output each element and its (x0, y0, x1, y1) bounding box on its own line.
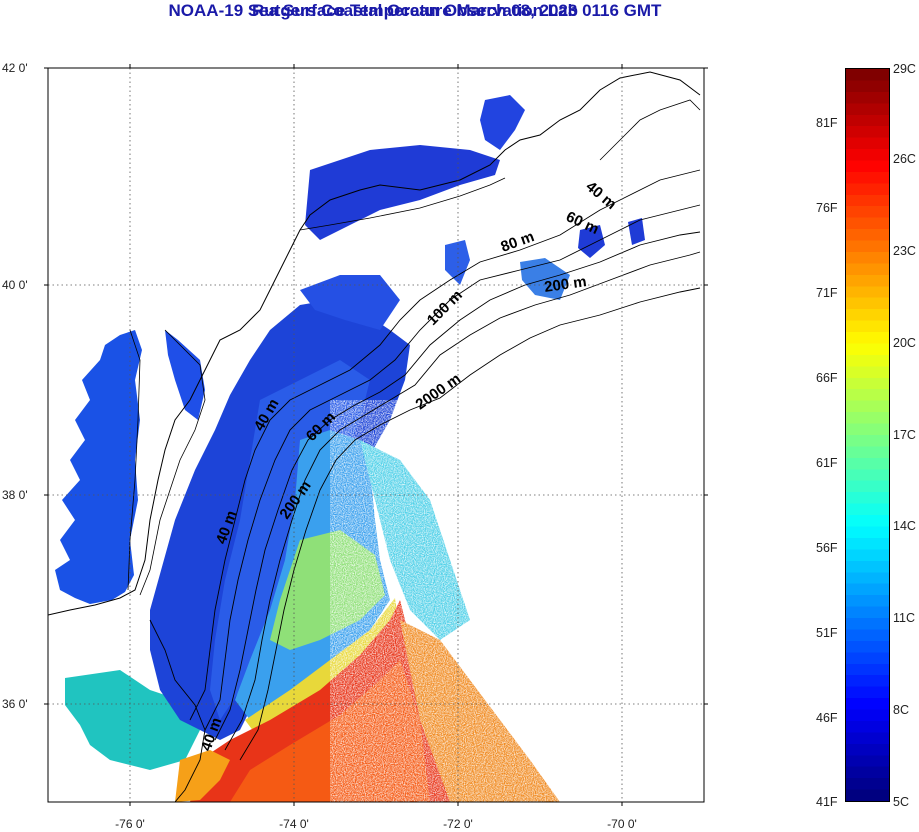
colorbar-label-46f: 46F (816, 711, 838, 725)
colorbar-label-66f: 66F (816, 371, 838, 385)
chesapeake-outline (127, 329, 141, 591)
colorbar-label-51f: 51F (816, 626, 838, 640)
lat-label-42: 42 0' (2, 61, 28, 75)
colorbar-label-76f: 76F (816, 201, 838, 215)
colorbar-label-26c: 26C (893, 152, 916, 166)
cape-cod-outline (599, 99, 701, 161)
chesapeake-bay (55, 330, 142, 604)
bathymetry-contours (189, 169, 701, 761)
colorbar-label-56f: 56F (816, 541, 838, 555)
temperature-colorbar (845, 68, 890, 802)
map-title: NOAA-19 Sea Surface Temperature March 08… (168, 1, 662, 20)
lat-label-36: 36 0' (2, 697, 28, 711)
lat-label-40: 40 0' (2, 278, 28, 292)
lon-label-76: -76 0' (115, 817, 145, 831)
north-patch-1 (305, 145, 500, 240)
pamlico-sound (65, 670, 200, 770)
colorbar-label-23c: 23C (893, 244, 916, 258)
colorbar-label-61f: 61F (816, 456, 838, 470)
colorbar-label-41f: 41F (816, 795, 838, 809)
colorbar-label-29c: 29C (893, 62, 916, 76)
axis-ticks (44, 64, 708, 806)
north-patch-2 (480, 95, 525, 150)
outer-banks-outline (149, 619, 206, 802)
north-patch-5 (578, 225, 605, 258)
colorbar-label-81f: 81F (816, 116, 838, 130)
colorbar-label-5c: 5C (893, 795, 909, 809)
graticule (48, 68, 704, 802)
coastline (48, 71, 701, 616)
lon-label-72: -72 0' (443, 817, 473, 831)
delaware-bay (165, 330, 205, 420)
long-island-outline (299, 177, 506, 231)
colorbar-label-17c: 17C (893, 428, 916, 442)
lon-label-74: -74 0' (279, 817, 309, 831)
front-yellow (245, 598, 398, 740)
ny-bight-patch (300, 275, 400, 330)
map-frame (47, 67, 705, 803)
sst-field: 40 m 60 m 80 m 100 m 200 m 2000 m 40 m 6… (48, 68, 704, 802)
colorbar-label-14c: 14C (893, 519, 916, 533)
map-subtitle: Rutgers Coastal Ocean Observation Lab (252, 1, 578, 20)
lon-label-70: -70 0' (607, 817, 637, 831)
contour-label-200m-north: 200 m (543, 273, 587, 296)
colorbar-label-8c: 8C (893, 703, 909, 717)
colorbar-label-11c: 11C (893, 611, 916, 625)
north-patch-3 (445, 240, 470, 285)
colorbar-label-20c: 20C (893, 336, 916, 350)
lat-label-38: 38 0' (2, 488, 28, 502)
colorbar-label-71f: 71F (816, 286, 838, 300)
gulf-stream-edge (175, 750, 230, 802)
north-patch-6 (628, 218, 645, 245)
delmarva-outline (139, 329, 206, 596)
